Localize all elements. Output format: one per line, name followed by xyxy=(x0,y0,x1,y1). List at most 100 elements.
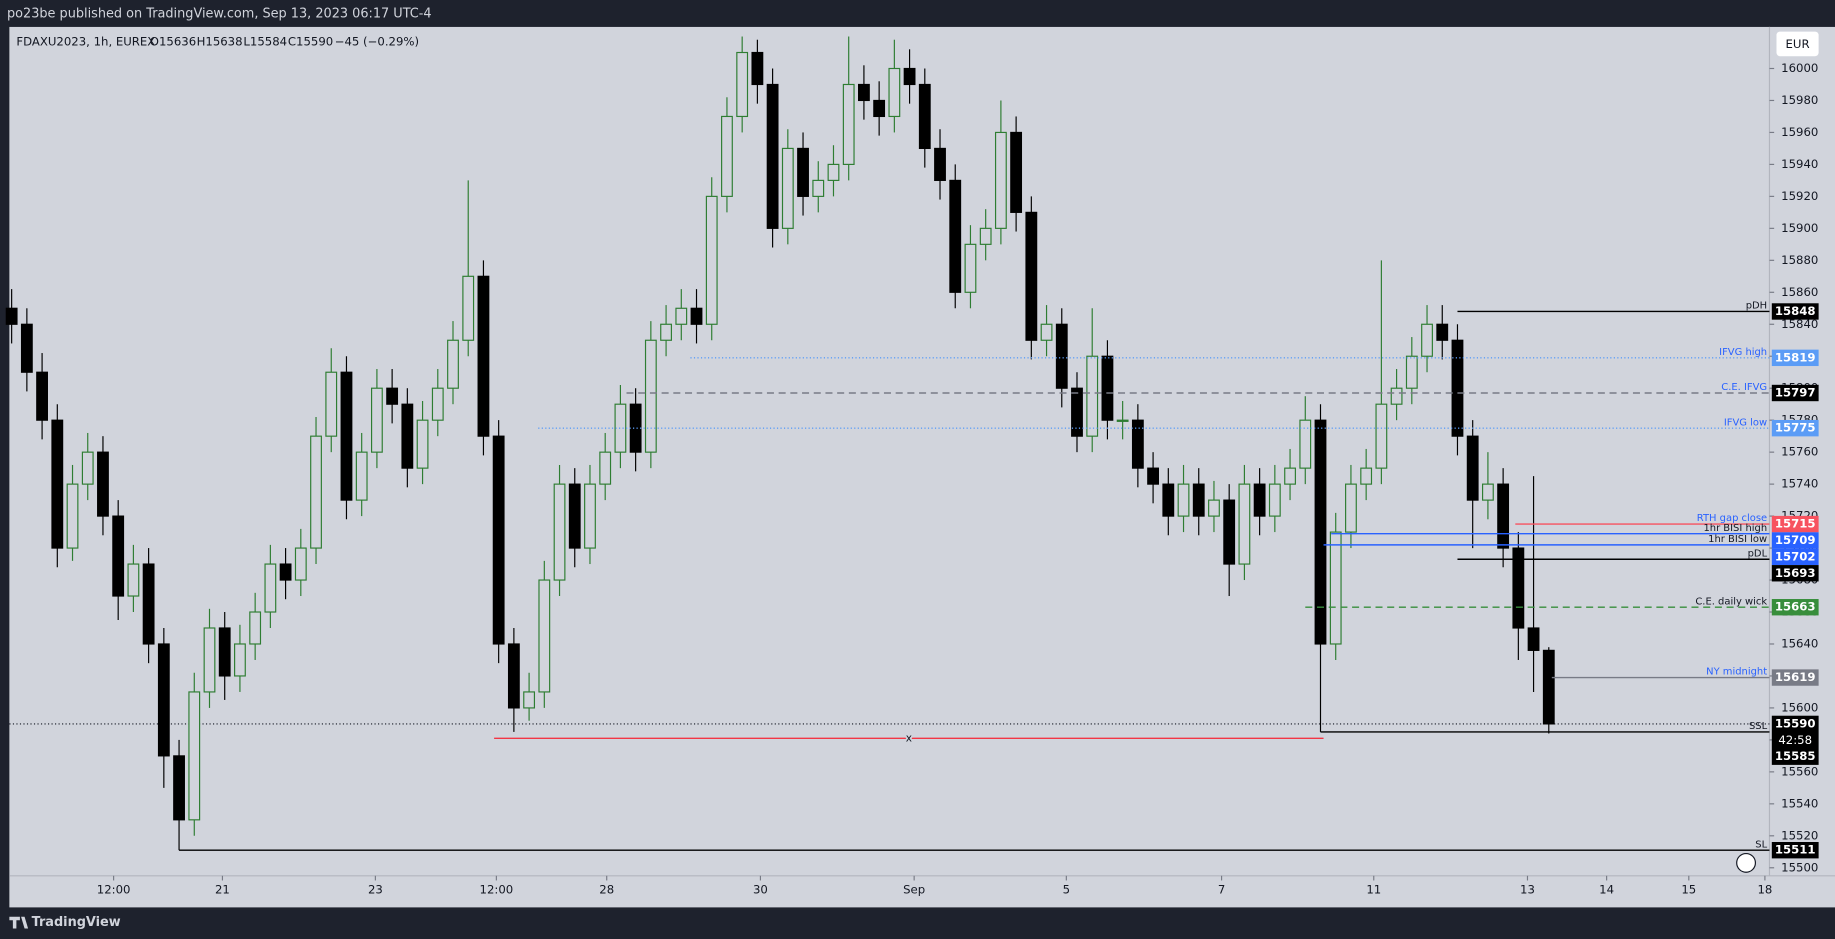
candle-body xyxy=(1284,467,1296,485)
candle-body xyxy=(538,579,551,693)
x-tick-label: 5 xyxy=(1063,882,1070,896)
y-tick-label: 16000 xyxy=(1781,61,1818,75)
legend-change: −45 (−0.29%) xyxy=(335,35,419,49)
candle-body xyxy=(5,307,18,325)
legend-open: O15636 xyxy=(150,35,196,49)
candle-body xyxy=(1360,467,1373,485)
candle-body xyxy=(264,563,277,613)
price-box-label: 15590 xyxy=(1775,716,1816,730)
x-tick-label: 7 xyxy=(1218,882,1225,896)
candle-body xyxy=(188,691,201,821)
y-tick-label: 15980 xyxy=(1781,93,1818,107)
x-tick-label: Sep xyxy=(903,882,925,896)
candle-body xyxy=(462,275,475,341)
x-tick-label: 12:00 xyxy=(97,882,131,896)
level-label: C.E. daily wick xyxy=(1695,596,1767,607)
candle-body xyxy=(477,275,490,437)
candle-body xyxy=(386,387,399,405)
candle-body xyxy=(888,67,901,118)
settings-icon[interactable] xyxy=(1736,852,1757,873)
candle-body xyxy=(355,451,368,501)
candle-body xyxy=(1101,355,1114,421)
candle-body xyxy=(979,227,992,245)
candle-body xyxy=(934,147,946,181)
candle-body xyxy=(492,435,505,645)
candle-body xyxy=(507,643,520,709)
candle-body xyxy=(1527,627,1540,651)
legend: FDAXU2023, 1h, EUREX O15636 H15638 L1558… xyxy=(16,35,419,49)
y-tick-label: 15940 xyxy=(1781,157,1818,171)
candle-body xyxy=(1238,483,1251,565)
level-label: NY midnight xyxy=(1706,667,1767,678)
price-box-label: 15848 xyxy=(1775,304,1816,318)
candle-body xyxy=(20,323,33,373)
y-tick-label: 15740 xyxy=(1781,477,1818,491)
candle-body xyxy=(614,403,627,453)
candle-body xyxy=(1010,131,1023,213)
candle-body xyxy=(644,339,657,453)
candle-body xyxy=(1268,483,1281,517)
price-box xyxy=(1771,303,1819,320)
y-tick-label: 15540 xyxy=(1781,796,1818,810)
candle-body xyxy=(36,371,48,421)
y-tick-label: 15900 xyxy=(1781,221,1818,235)
brand-logo xyxy=(9,916,29,929)
y-tick-label: 15500 xyxy=(1781,860,1818,874)
candle-body xyxy=(675,307,688,325)
price-box xyxy=(1771,349,1819,367)
candle-body xyxy=(751,51,764,86)
price-box xyxy=(1771,565,1819,582)
currency-label[interactable]: EUR xyxy=(1786,37,1810,51)
price-box xyxy=(1771,599,1819,616)
y-tick-label: 15600 xyxy=(1781,700,1818,714)
price-box-label: 15663 xyxy=(1775,600,1816,614)
x-tick-label: 23 xyxy=(368,882,383,896)
candle-body xyxy=(1466,435,1479,501)
candle-body xyxy=(1025,211,1038,341)
y-tick-label: 15760 xyxy=(1781,445,1818,459)
candle-body xyxy=(736,51,749,118)
price-box xyxy=(1771,384,1819,402)
price-box-label: 15585 xyxy=(1775,749,1816,763)
candle-body xyxy=(1223,499,1236,565)
level-label: pDL xyxy=(1748,548,1768,559)
candle-body xyxy=(1177,483,1190,517)
candle-body xyxy=(97,451,109,517)
candle-body xyxy=(416,419,429,469)
level-label: 1hr BISI low xyxy=(1708,534,1767,545)
price-box-label: 15819 xyxy=(1775,350,1816,364)
candle-body xyxy=(918,83,931,150)
price-box-label: 15775 xyxy=(1775,421,1816,435)
level-label: IFVG high xyxy=(1719,347,1767,358)
countdown: 42:58 xyxy=(1778,733,1812,747)
candle-body xyxy=(599,451,612,485)
x-tick-label: 30 xyxy=(753,882,768,896)
x-tick-label: 12:00 xyxy=(480,882,514,896)
candle-body xyxy=(812,179,825,197)
y-tick-label: 15520 xyxy=(1781,828,1818,842)
price-box-label: 15693 xyxy=(1775,566,1816,580)
x-tick-label: 18 xyxy=(1757,882,1772,896)
y-tick-label: 15560 xyxy=(1781,764,1818,778)
currency-button[interactable] xyxy=(1776,31,1819,57)
candle-body xyxy=(431,387,444,421)
candle-body xyxy=(66,483,79,549)
price-box-label: 15797 xyxy=(1775,386,1816,400)
y-tick-label: 15640 xyxy=(1781,636,1818,650)
candle-body xyxy=(142,563,155,645)
candle-body xyxy=(721,115,733,197)
candle-body xyxy=(766,83,779,229)
candle-body xyxy=(1192,483,1205,517)
candle-body xyxy=(781,147,794,229)
candle-body xyxy=(660,323,672,341)
x-tick-label: 28 xyxy=(599,882,614,896)
candle-body xyxy=(1345,483,1357,533)
candle-body xyxy=(157,643,170,757)
candle-body xyxy=(1375,403,1388,469)
candle-body xyxy=(1071,387,1083,437)
brand-name: TradingView xyxy=(32,915,121,930)
price-box-label: 15702 xyxy=(1775,549,1816,563)
candle-body xyxy=(447,339,459,389)
x-tick-label: 11 xyxy=(1366,882,1381,896)
